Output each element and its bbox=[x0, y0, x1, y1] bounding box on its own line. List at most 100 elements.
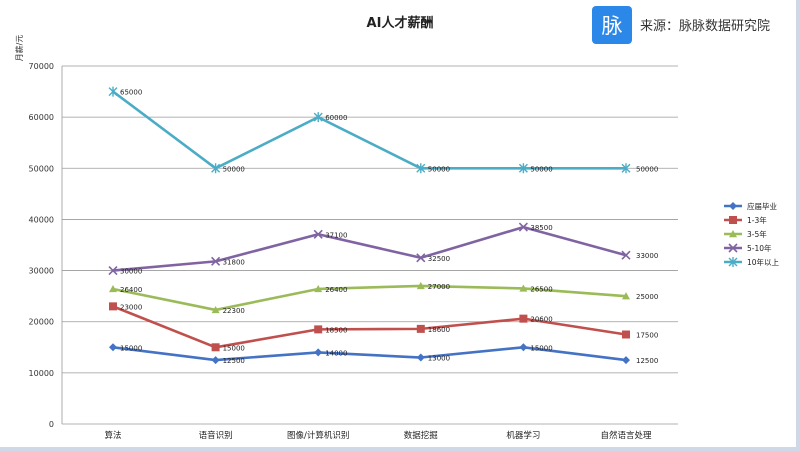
x-category-label: 语音识别 bbox=[199, 430, 233, 441]
series-line bbox=[112, 345, 627, 362]
legend-label: 3-5年 bbox=[747, 229, 767, 239]
data-label: 26400 bbox=[120, 286, 142, 294]
diamond-marker bbox=[211, 356, 220, 365]
x-marker bbox=[313, 229, 323, 239]
triangle-marker bbox=[109, 284, 117, 293]
x-marker bbox=[211, 256, 221, 266]
diamond-marker bbox=[109, 343, 117, 352]
series-line bbox=[112, 225, 627, 272]
x-category-label: 自然语言处理 bbox=[600, 430, 652, 441]
y-tick-label: 60000 bbox=[29, 113, 54, 122]
series-应届毕业: 15000 12500 14000 13000 15000 12500 bbox=[109, 343, 658, 365]
legend-label: 1-3年 bbox=[747, 215, 767, 225]
series-group: 15000 12500 14000 13000 15000 12500 23000 15000… bbox=[108, 86, 658, 365]
data-label: 15000 bbox=[120, 344, 142, 352]
legend-item: 3-5年 bbox=[724, 229, 767, 239]
x-marker bbox=[621, 250, 631, 260]
data-label: 25000 bbox=[636, 293, 658, 301]
legend-item: 5-10年 bbox=[724, 243, 772, 253]
series-3-5年: 26400 22300 26400 27000 26500 25000 bbox=[109, 281, 658, 315]
series-5-10年: 30000 31800 37100 32500 38500 33000 bbox=[108, 222, 658, 276]
triangle-marker bbox=[729, 230, 737, 238]
diamond-marker bbox=[314, 348, 323, 357]
data-label: 26400 bbox=[325, 286, 347, 294]
data-label: 65000 bbox=[120, 89, 142, 97]
data-label: 50000 bbox=[530, 165, 552, 173]
star-marker bbox=[728, 257, 738, 267]
data-label: 18600 bbox=[428, 326, 450, 334]
diamond-marker bbox=[622, 356, 630, 365]
data-label: 14000 bbox=[325, 349, 347, 357]
square-marker bbox=[519, 314, 528, 323]
data-label: 12500 bbox=[223, 357, 245, 365]
x-marker bbox=[728, 243, 738, 253]
y-tick-label: 30000 bbox=[29, 267, 54, 276]
y-tick-label: 40000 bbox=[29, 215, 54, 224]
y-tick-label: 70000 bbox=[29, 62, 54, 71]
maimai-logo-icon bbox=[592, 6, 632, 44]
legend-label: 应届毕业 bbox=[747, 201, 777, 211]
data-label: 50000 bbox=[636, 165, 658, 173]
diamond-marker bbox=[416, 353, 425, 362]
square-marker bbox=[622, 330, 630, 339]
y-tick-label: 0 bbox=[49, 420, 54, 429]
square-marker bbox=[109, 302, 117, 311]
data-label: 17500 bbox=[636, 332, 658, 340]
y-tick-label: 10000 bbox=[29, 369, 54, 378]
legend-item: 10年以上 bbox=[724, 257, 780, 267]
series-line bbox=[112, 305, 627, 349]
x-category-labels: 算法 语音识别 图像/计算机识别 数据挖掘 机器学习 自然语言处理 bbox=[104, 430, 652, 441]
chart-title: AI人才薪酬 bbox=[367, 15, 434, 31]
triangle-marker bbox=[314, 284, 323, 293]
grid-lines bbox=[61, 65, 678, 425]
x-marker bbox=[518, 222, 528, 232]
triangle-marker bbox=[416, 281, 425, 290]
y-tick-label: 20000 bbox=[29, 318, 54, 327]
diamond-marker bbox=[519, 343, 528, 352]
triangle-marker bbox=[519, 284, 528, 292]
data-label: 15000 bbox=[530, 344, 552, 352]
legend-item: 1-3年 bbox=[724, 215, 767, 225]
data-label: 26500 bbox=[530, 285, 552, 293]
x-marker bbox=[108, 266, 118, 276]
source-text: 来源：脉脉数据研究院 bbox=[640, 19, 770, 34]
data-label: 30000 bbox=[120, 268, 142, 276]
data-label: 31800 bbox=[223, 258, 245, 266]
x-category-label: 数据挖掘 bbox=[404, 430, 438, 441]
square-marker bbox=[729, 216, 737, 224]
data-label: 60000 bbox=[325, 114, 347, 122]
data-label: 33000 bbox=[636, 252, 658, 260]
series-line bbox=[112, 90, 626, 170]
triangle-marker bbox=[211, 305, 220, 314]
x-marker bbox=[416, 253, 426, 263]
data-label: 15000 bbox=[223, 344, 245, 352]
data-label: 50000 bbox=[428, 165, 450, 173]
series-line bbox=[112, 284, 627, 312]
square-marker bbox=[416, 324, 425, 333]
x-category-label: 图像/计算机识别 bbox=[287, 430, 349, 441]
star-marker bbox=[518, 163, 528, 174]
series-10年以上: 65000 50000 60000 50000 50000 50000 bbox=[108, 86, 658, 174]
data-label: 18500 bbox=[325, 326, 347, 334]
legend-label: 5-10年 bbox=[747, 243, 772, 253]
legend-item: 应届毕业 bbox=[724, 201, 777, 211]
y-tick-label: 50000 bbox=[29, 164, 54, 173]
star-marker bbox=[416, 163, 426, 174]
star-marker bbox=[313, 112, 323, 123]
data-label: 22300 bbox=[223, 307, 245, 315]
x-category-label: 机器学习 bbox=[506, 430, 540, 441]
maimai-logo-char: 脉 bbox=[602, 14, 623, 38]
star-marker bbox=[211, 163, 221, 174]
series-1-3年: 23000 15000 18500 18600 20600 17500 bbox=[109, 302, 658, 352]
data-label: 13000 bbox=[428, 355, 450, 363]
data-label: 50000 bbox=[223, 165, 245, 173]
diamond-marker bbox=[729, 202, 737, 210]
legend: 应届毕业 1-3年 3-5年 5-10年 10年以上 bbox=[724, 201, 780, 267]
y-tick-labels: 0 10000 20000 30000 40000 50000 60000 70000 bbox=[29, 62, 54, 429]
data-label: 37100 bbox=[325, 231, 347, 239]
source-watermark: 脉 来源：脉脉数据研究院 bbox=[592, 6, 770, 44]
legend-label: 10年以上 bbox=[747, 257, 780, 267]
data-label: 32500 bbox=[428, 255, 450, 263]
